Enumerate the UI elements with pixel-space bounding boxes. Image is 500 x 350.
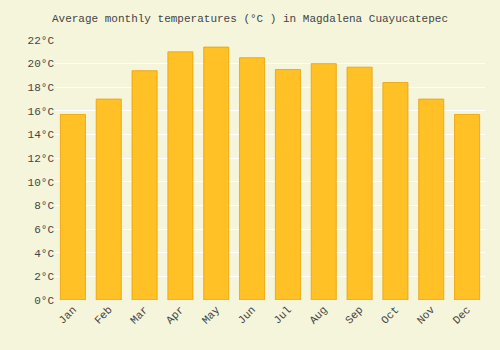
svg-text:Aug: Aug (307, 304, 329, 326)
svg-text:14°C: 14°C (28, 129, 55, 141)
svg-text:Jun: Jun (236, 304, 258, 326)
svg-text:10°C: 10°C (28, 177, 55, 189)
svg-text:Average monthly temperatures (: Average monthly temperatures (°C ) in Ma… (52, 13, 448, 25)
svg-text:8°C: 8°C (34, 200, 54, 212)
svg-text:Feb: Feb (92, 304, 114, 326)
svg-text:Dec: Dec (451, 304, 473, 326)
svg-text:6°C: 6°C (34, 224, 54, 236)
svg-text:Oct: Oct (379, 304, 401, 326)
svg-text:2°C: 2°C (34, 271, 54, 283)
svg-text:20°C: 20°C (28, 58, 55, 70)
svg-text:Jul: Jul (271, 304, 293, 326)
svg-text:4°C: 4°C (34, 248, 54, 260)
svg-text:Mar: Mar (128, 304, 150, 326)
svg-text:Sep: Sep (343, 304, 365, 326)
svg-text:Jan: Jan (56, 304, 78, 326)
svg-text:Apr: Apr (164, 304, 186, 326)
svg-text:0°C: 0°C (34, 295, 54, 307)
svg-text:12°C: 12°C (28, 153, 55, 165)
svg-text:22°C: 22°C (28, 35, 55, 47)
svg-text:16°C: 16°C (28, 106, 55, 118)
svg-text:May: May (200, 304, 223, 327)
svg-text:Nov: Nov (415, 304, 438, 327)
svg-text:18°C: 18°C (28, 82, 55, 94)
